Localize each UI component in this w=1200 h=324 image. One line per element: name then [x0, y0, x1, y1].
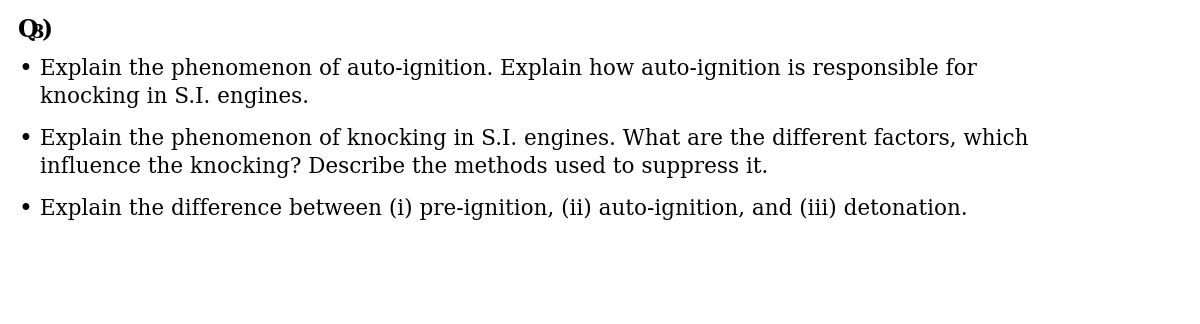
Text: •: •: [18, 128, 32, 151]
Text: knocking in S.I. engines.: knocking in S.I. engines.: [40, 86, 310, 108]
Text: influence the knocking? Describe the methods used to suppress it.: influence the knocking? Describe the met…: [40, 156, 768, 178]
Text: Q: Q: [18, 18, 38, 42]
Text: •: •: [18, 58, 32, 81]
Text: •: •: [18, 198, 32, 221]
Text: 3: 3: [32, 24, 44, 42]
Text: Explain the phenomenon of knocking in S.I. engines. What are the different facto: Explain the phenomenon of knocking in S.…: [40, 128, 1028, 150]
Text: Explain the difference between (i) pre-ignition, (ii) auto-ignition, and (iii) d: Explain the difference between (i) pre-i…: [40, 198, 967, 220]
Text: Explain the phenomenon of auto-ignition. Explain how auto-ignition is responsibl: Explain the phenomenon of auto-ignition.…: [40, 58, 977, 80]
Text: ): ): [42, 18, 53, 42]
